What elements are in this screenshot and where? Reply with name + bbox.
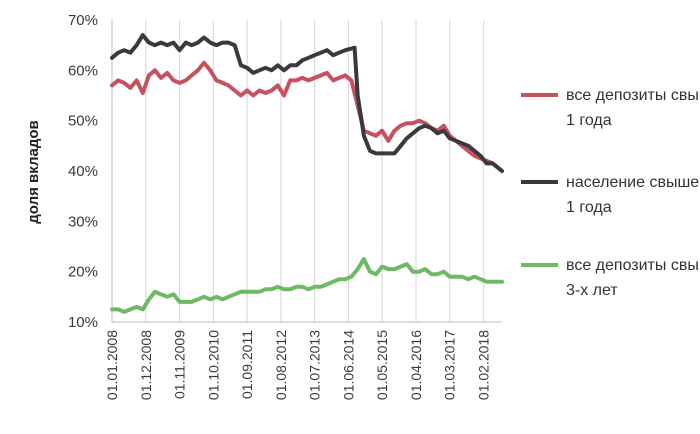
y-tick-label: 50% [68,113,98,130]
x-tick-label: 01.10.2010 [205,330,221,400]
y-axis-ticks: 10% 20% 30% 40% 50% 60% 70% [68,12,98,331]
x-tick-label: 01.01.2008 [104,330,120,400]
x-tick-label: 01.11.2009 [172,330,188,399]
y-tick-label: 20% [68,264,98,281]
x-tick-label: 01.02.2018 [476,330,492,400]
axes [111,20,502,323]
x-tick-label: 01.12.2008 [138,330,154,400]
legend-label-3: все депозиты свыше3-х лет [566,257,700,299]
series-line-3 [110,257,504,314]
legend-label-2: население свыше 1 года [566,174,699,216]
y-tick-label: 70% [68,12,98,29]
x-tick-label: 01.07.2013 [307,330,323,400]
series-line-2 [110,33,504,173]
series-lines [110,33,504,314]
x-axis-ticks: 01.01.2008 01.12.2008 01.11.2009 01.10.2010… [104,330,492,400]
y-axis-label: доля вкладов [25,120,42,223]
x-tick-label: 01.05.2015 [374,330,390,400]
x-tick-label: 01.04.2016 [408,330,424,400]
y-tick-label: 40% [68,163,98,180]
x-tick-label: 01.09.2011 [239,330,255,399]
y-tick-label: 10% [68,314,98,331]
y-tick-label: 60% [68,62,98,79]
x-tick-label: 01.06.2014 [340,330,356,400]
x-tick-label: 01.03.2017 [442,330,458,400]
series-line-1 [110,60,504,173]
y-tick-label: 30% [68,213,98,230]
x-tick-label: 01.08.2012 [273,330,289,400]
